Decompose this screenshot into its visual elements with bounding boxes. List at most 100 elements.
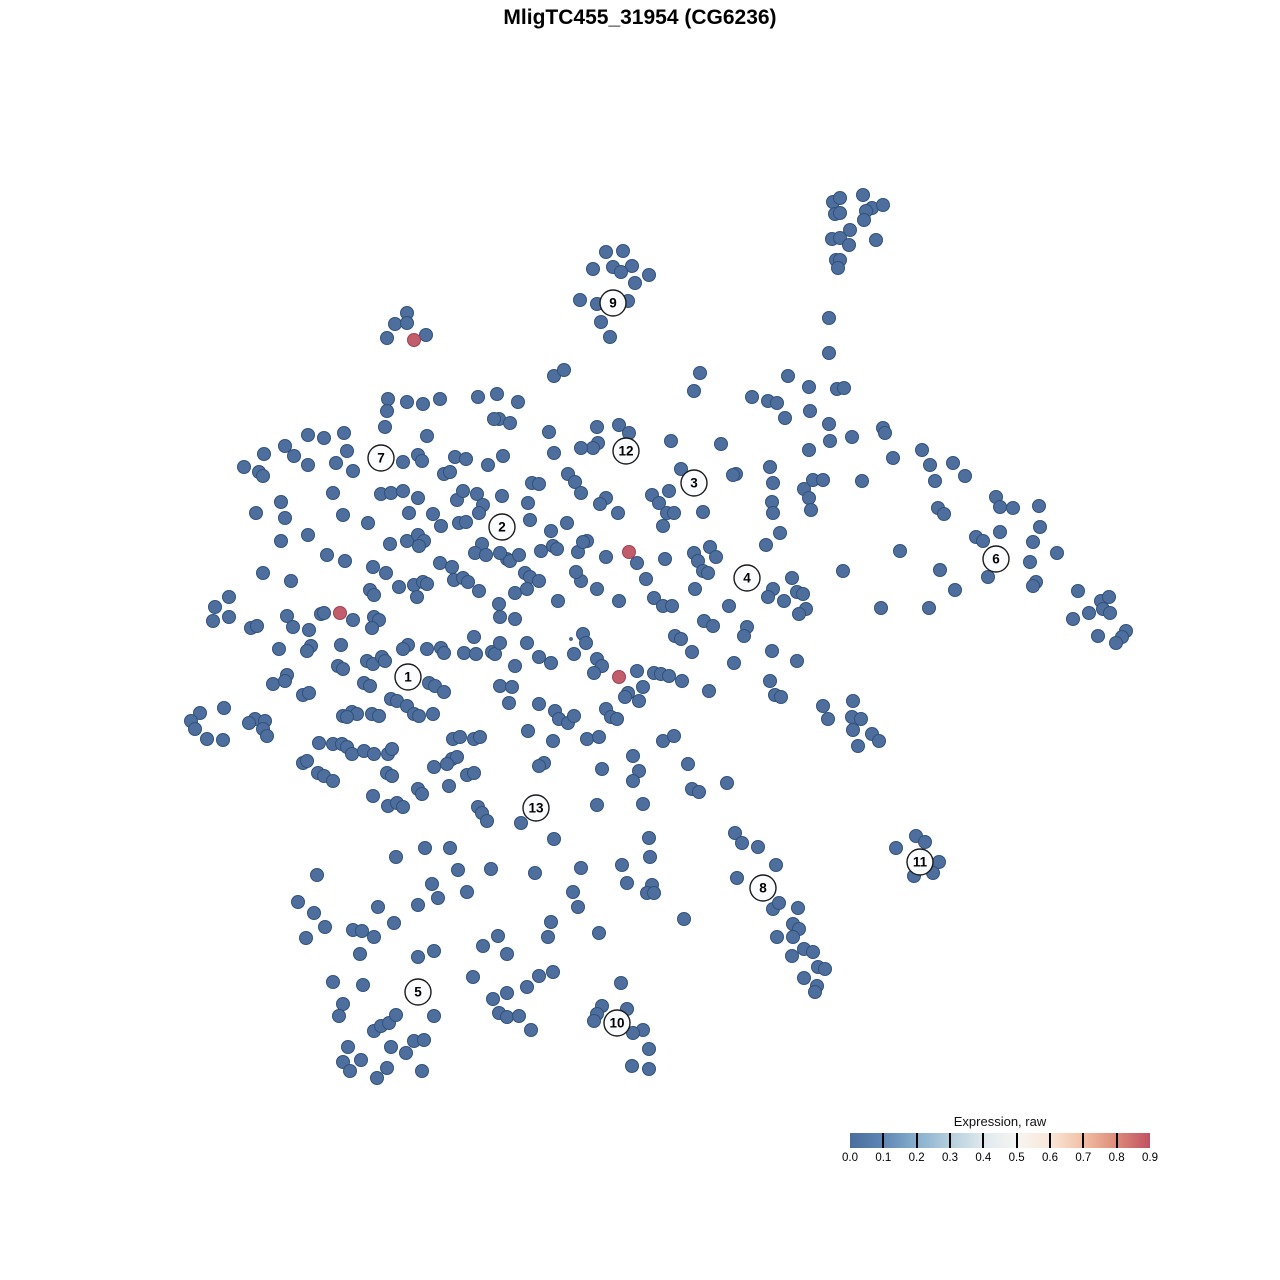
data-point [1066,612,1080,626]
data-point [652,496,666,510]
data-point [336,997,350,1011]
data-point [380,331,394,345]
data-point [1006,501,1020,515]
data-point [546,965,560,979]
data-point [946,456,960,470]
data-point [206,614,220,628]
data-point [785,571,799,585]
data-point [580,732,594,746]
data-point [299,931,313,945]
data-point [346,613,360,627]
cluster-label-circle [367,444,395,472]
data-point [272,642,286,656]
data-point [675,674,689,688]
data-point [512,548,526,562]
data-point [320,548,334,562]
data-point [367,747,381,761]
data-point [301,428,315,442]
cluster-label-number: 11 [913,855,928,870]
data-point [336,508,350,522]
data-point [412,539,426,553]
data-point [876,198,890,212]
data-point [459,452,473,466]
data-point [353,947,367,961]
cluster-label-number: 12 [618,444,633,459]
data-point [667,506,681,520]
data-point [1103,606,1117,620]
data-point [541,930,555,944]
data-point [933,563,947,577]
legend-tick-label: 0.5 [1008,1152,1025,1164]
data-point [843,223,857,237]
data-point [416,397,430,411]
data-point [312,736,326,750]
data-point [590,420,604,434]
data-point [763,674,777,688]
data-point [420,577,434,591]
data-point [976,534,990,548]
data-point [574,486,588,500]
data-point [419,328,433,342]
data-point [511,395,525,409]
data-point [383,537,397,551]
data-point [872,734,886,748]
legend-tick-mark [948,1133,951,1148]
data-point [557,363,571,377]
data-point [278,674,292,688]
data-point [922,601,936,615]
data-point [503,416,517,430]
data-point [856,188,870,202]
cluster-label-number: 2 [498,520,506,535]
data-point [222,590,236,604]
data-point [792,607,806,621]
data-point [574,861,588,875]
data-point [487,412,501,426]
data-point [341,1040,355,1054]
data-point [300,754,314,768]
data-point [286,620,300,634]
data-point [336,662,350,676]
data-point [481,458,495,472]
data-point [544,656,558,670]
data-point [385,769,399,783]
data-point [443,465,457,479]
data-point [551,594,565,608]
data-point [508,659,522,673]
data-point [472,506,486,520]
data-point [1033,520,1047,534]
data-point [674,462,688,476]
data-point [301,458,315,472]
data-point [730,871,744,885]
data-point [317,431,331,445]
data-point [586,441,600,455]
data-point [492,597,506,611]
data-point [396,642,410,656]
data-point [993,525,1007,539]
legend-gradient-bar [850,1133,1150,1148]
data-point [473,730,487,744]
data-point [188,722,202,736]
data-point [495,489,509,503]
data-point [542,425,556,439]
data-point [371,900,385,914]
data-point [372,709,386,723]
data-point [568,475,582,489]
data-point [993,500,1007,514]
data-point [579,636,593,650]
data-point [593,497,607,511]
data-point [1026,579,1040,593]
data-point [500,986,514,1000]
data-point [667,729,681,743]
data-point [523,513,537,527]
data-point [701,566,715,580]
data-point [745,390,759,404]
data-point [1082,606,1096,620]
data-point [833,191,847,205]
data-point [857,213,871,227]
data-point [340,710,354,724]
data-point [337,426,351,440]
data-point [459,515,473,529]
data-point [642,1042,656,1056]
data-point [587,1014,601,1028]
